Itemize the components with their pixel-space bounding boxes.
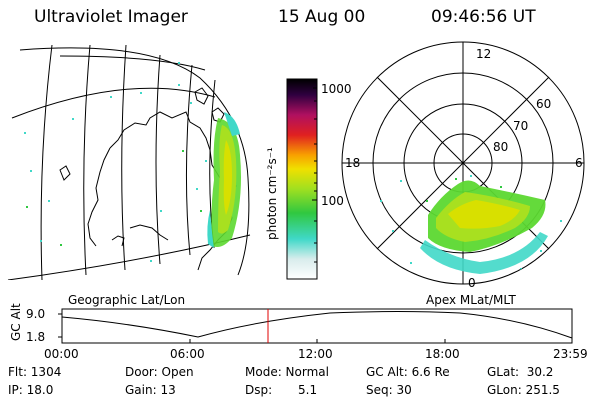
altitude-xtick: 23:59 [553, 347, 588, 361]
altitude-xtick: 06:00 [170, 347, 205, 361]
mlt-12-label: 12 [476, 47, 492, 61]
dsp-label: Dsp: [245, 383, 273, 397]
geo-latitude: GLat: 30.2 [487, 365, 554, 379]
flight-number: Flt: 1304 [8, 365, 62, 379]
colorbar-tick-1000: 1000 [321, 82, 352, 96]
lat-80-label: 80 [493, 140, 509, 154]
altitude-xtick: 18:00 [425, 347, 460, 361]
dsp-value: 5.1 [298, 383, 318, 397]
gain-value: Gain: 13 [125, 383, 176, 397]
geo-panel-label: Geographic Lat/Lon [68, 293, 186, 307]
mode-value: Mode: Normal [245, 365, 329, 379]
colorbar-tick-100: 100 [321, 194, 344, 208]
altitude-xtick: 12:00 [298, 347, 333, 361]
lat-70-label: 70 [513, 119, 529, 133]
polar-aurora [380, 175, 562, 274]
colorbar [286, 78, 318, 280]
altitude-xtick: 00:00 [44, 347, 79, 361]
instrument-title: Ultraviolet Imager [34, 7, 188, 27]
date-label: 15 Aug 00 [278, 7, 366, 27]
time-label: 09:46:56 UT [431, 7, 536, 27]
sequence-number: Seq: 30 [366, 383, 412, 397]
lat-60-label: 60 [536, 97, 552, 111]
door-status: Door: Open [125, 365, 194, 379]
ip-value: IP: 18.0 [8, 383, 54, 397]
polar-panel-label: Apex MLat/MLT [426, 293, 516, 307]
colorbar-ticks [312, 87, 317, 263]
colorbar-unit-label: photon cm⁻²s⁻¹ [265, 147, 279, 240]
geo-aurora [24, 62, 241, 262]
mlt-6-label: 6 [575, 156, 583, 170]
altitude-plot [58, 308, 573, 344]
altitude-ytick-low: 1.8 [26, 330, 46, 344]
altitude-ytick-high: 9.0 [26, 307, 46, 321]
mlt-18-label: 18 [345, 156, 361, 170]
mlt-0-label: 0 [468, 276, 476, 290]
altitude-ylabel: GC Alt [9, 303, 23, 341]
gc-altitude: GC Alt: 6.6 Re [366, 365, 450, 379]
geo-longitude: GLon: 251.5 [487, 383, 560, 397]
